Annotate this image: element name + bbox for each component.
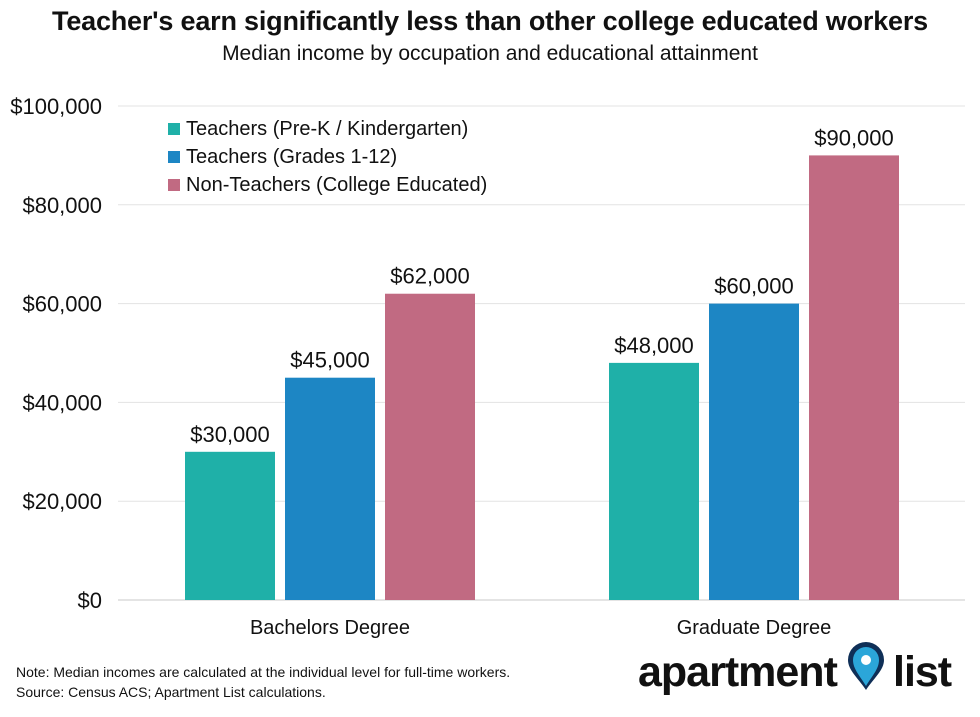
y-tick-label: $60,000 — [22, 292, 102, 317]
chart-subtitle: Median income by occupation and educatio… — [222, 42, 758, 65]
logo-word-list: list — [893, 648, 952, 696]
source-text: Source: Census ACS; Apartment List calcu… — [16, 684, 326, 700]
legend-label: Teachers (Grades 1-12) — [186, 146, 397, 168]
note-text: Note: Median incomes are calculated at t… — [16, 664, 511, 680]
data-label: $48,000 — [614, 333, 694, 358]
y-tick-label: $100,000 — [10, 94, 102, 119]
location-pin-icon — [848, 642, 884, 690]
y-tick-label: $0 — [78, 588, 102, 613]
data-label: $45,000 — [290, 348, 370, 373]
logo-word-apartment: apartment — [638, 648, 838, 696]
legend-label: Teachers (Pre-K / Kindergarten) — [186, 118, 468, 140]
legend-swatch — [168, 151, 180, 163]
x-tick-label: Bachelors Degree — [250, 617, 410, 639]
bar — [709, 303, 799, 600]
footnote: Note: Median incomes are calculated at t… — [16, 662, 510, 702]
legend-label: Non-Teachers (College Educated) — [186, 174, 487, 196]
legend-swatch — [168, 123, 180, 135]
data-label: $62,000 — [390, 264, 470, 289]
bar-chart: $0 $20,000 $40,000 $60,000 $80,000 $100,000 $3… — [10, 94, 965, 639]
data-label: $30,000 — [190, 422, 270, 447]
data-label: $60,000 — [714, 274, 794, 299]
bar — [609, 362, 699, 600]
legend-swatch — [168, 179, 180, 191]
y-tick-label: $20,000 — [22, 489, 102, 514]
x-tick-label: Graduate Degree — [677, 617, 832, 639]
y-tick-label: $80,000 — [22, 193, 102, 218]
bar — [285, 377, 375, 600]
bar — [385, 293, 475, 600]
y-tick-label: $40,000 — [22, 390, 102, 415]
bar — [809, 155, 899, 600]
bar — [185, 451, 275, 600]
chart-title: Teacher's earn significantly less than o… — [52, 6, 928, 36]
apartment-list-logo: apartment list — [638, 642, 968, 702]
data-label: $90,000 — [814, 125, 894, 150]
